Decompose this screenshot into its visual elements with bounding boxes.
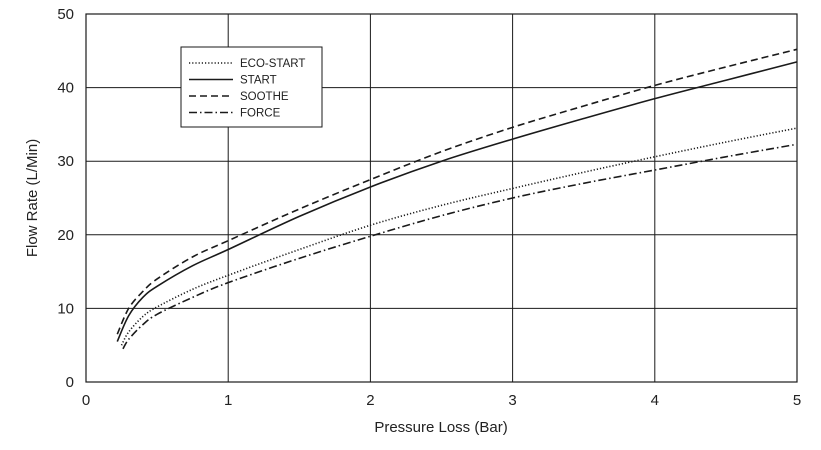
x-axis-title: Pressure Loss (Bar) [374, 419, 507, 436]
x-tick-label: 0 [82, 392, 90, 409]
y-axis-ticks: 0 10 20 30 40 50 [57, 6, 74, 391]
legend-label-force: FORCE [240, 108, 281, 120]
y-tick-label: 40 [57, 80, 74, 97]
series-lines [116, 48, 798, 350]
y-tick-label: 20 [57, 227, 74, 244]
x-tick-label: 5 [793, 392, 801, 409]
x-tick-label: 1 [224, 392, 232, 409]
legend: ECO-START START SOOTHE FORCE [180, 46, 323, 128]
legend-label-start: START [240, 75, 277, 87]
y-tick-label: 0 [66, 374, 74, 391]
y-tick-label: 30 [57, 153, 74, 170]
series-line-start [116, 61, 798, 342]
legend-box [180, 46, 323, 128]
legend-label-eco-start: ECO-START [240, 58, 305, 70]
x-tick-label: 4 [651, 392, 659, 409]
plot-frame [85, 13, 798, 383]
series-line-soothe [116, 48, 798, 335]
y-tick-label: 10 [57, 300, 74, 317]
y-axis-title: Flow Rate (L/Min) [24, 139, 41, 257]
series-line-eco-start [120, 127, 798, 346]
x-axis-ticks: 0 1 2 3 4 5 [82, 392, 801, 409]
legend-label-soothe: SOOTHE [240, 91, 289, 103]
y-tick-label: 50 [57, 6, 74, 23]
x-tick-label: 2 [366, 392, 374, 409]
series-line-force [122, 143, 798, 350]
x-tick-label: 3 [508, 392, 516, 409]
